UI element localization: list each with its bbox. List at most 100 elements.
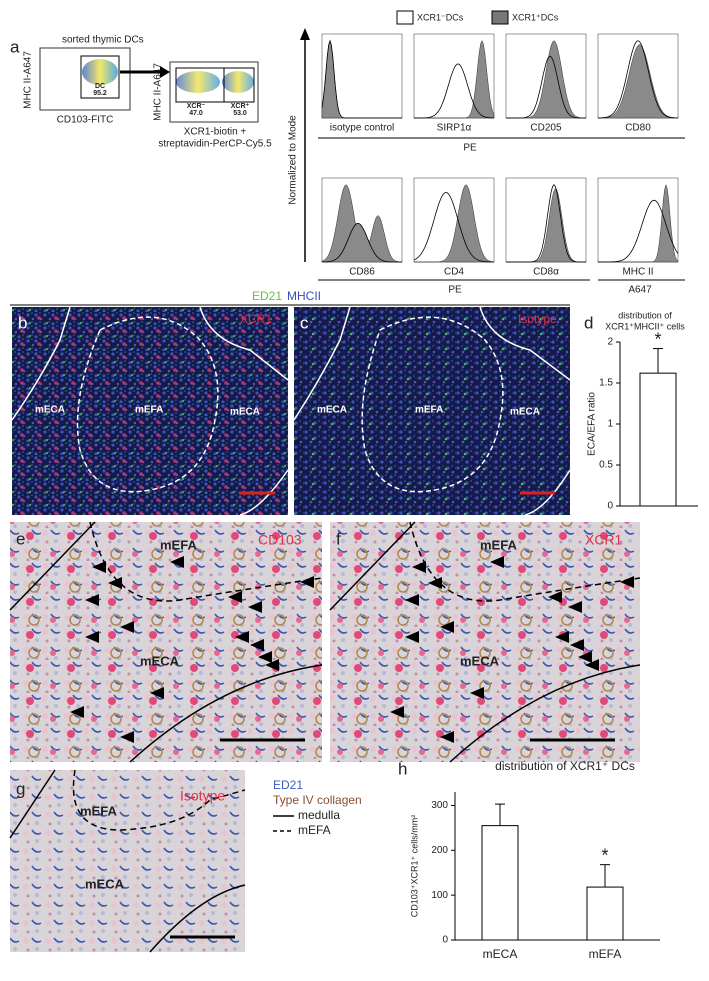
arrowhead xyxy=(570,639,584,651)
arrowhead xyxy=(585,659,599,671)
arrowhead xyxy=(108,577,122,589)
gate-value: 47.0 xyxy=(189,110,203,117)
arrowhead xyxy=(440,731,454,743)
marker-label: CD103 xyxy=(258,532,302,548)
arrowhead xyxy=(235,631,249,643)
chart-title: distribution of xyxy=(618,310,672,320)
panel-letter: d xyxy=(584,313,593,332)
region-label: mEFA xyxy=(160,537,197,552)
arrowhead xyxy=(440,621,454,633)
arrowhead xyxy=(150,687,164,699)
y-tick-label: 2 xyxy=(607,337,613,348)
region-label: mEFA xyxy=(135,405,163,416)
bar xyxy=(586,886,624,941)
micrograph xyxy=(330,522,640,762)
panel-letter: f xyxy=(336,529,341,548)
histogram-filled xyxy=(598,44,679,119)
region-label: mEFA xyxy=(415,405,443,416)
arrowhead xyxy=(92,561,106,573)
histogram-outline xyxy=(506,184,586,263)
stain-label: MHCII xyxy=(287,289,321,303)
histogram-outline xyxy=(321,39,402,119)
legend-label: Type IV collagen xyxy=(273,793,362,807)
histogram-label: CD8α xyxy=(533,267,559,278)
region-label: mECA xyxy=(510,407,540,418)
arrowhead xyxy=(548,591,562,603)
legend-label: ED21 xyxy=(273,778,303,792)
region-label: mECA xyxy=(317,405,347,416)
y-tick-label: 1 xyxy=(607,419,613,430)
gate-label: DC xyxy=(95,83,105,90)
panel-letter: g xyxy=(16,779,25,798)
y-tick-label: 0.5 xyxy=(599,460,613,471)
boundary-line xyxy=(9,521,323,763)
chart-title: distribution of XCR1⁺ DCs xyxy=(495,759,635,773)
micrograph xyxy=(12,307,288,515)
arrowhead xyxy=(300,576,314,588)
histogram-outline xyxy=(413,191,494,263)
y-tick-label: 100 xyxy=(431,890,448,901)
bar xyxy=(639,372,677,507)
histogram-label: MHC II xyxy=(622,267,653,278)
arrowhead xyxy=(428,577,442,589)
histogram-outline xyxy=(414,63,495,119)
legend-label: XCR1⁺DCs xyxy=(512,12,559,22)
region-label: mEFA xyxy=(480,537,517,552)
y-tick-label: 300 xyxy=(431,800,448,811)
boundary-line xyxy=(11,306,289,516)
axis-label: Normalized to Mode xyxy=(288,115,299,205)
flow-cloud xyxy=(176,71,220,93)
y-axis-label: CD103⁺XCR1⁺ cells/mm² xyxy=(409,815,419,918)
marker-label: XCR1 xyxy=(240,312,272,326)
histogram-label: isotype control xyxy=(330,123,394,134)
histogram-label: SIRP1α xyxy=(437,123,472,134)
arrowhead xyxy=(265,659,279,671)
panel-letter: b xyxy=(18,313,27,332)
x-tick-label: mECA xyxy=(483,947,518,961)
arrowhead xyxy=(390,706,404,718)
legend-swatch xyxy=(491,10,509,25)
region-label: mECA xyxy=(35,405,65,416)
y-tick-label: 0 xyxy=(442,935,448,946)
arrowhead xyxy=(120,621,134,633)
efa-boundary xyxy=(76,316,219,493)
region-label: mECA xyxy=(460,653,500,668)
panel-letter: e xyxy=(16,529,25,548)
micrograph xyxy=(10,522,322,762)
gate-label: XCR⁻ xyxy=(187,103,206,110)
boundary-line xyxy=(293,306,571,516)
region-label: mECA xyxy=(140,653,180,668)
gate-label: XCR⁺ xyxy=(231,103,250,110)
region-label: mECA xyxy=(230,407,260,418)
marker-label: XCR1 xyxy=(585,532,623,548)
arrowhead xyxy=(470,687,484,699)
panel-efg: e CD103 mEFA mECA f XCR1 mEFA mECA g Iso… xyxy=(9,521,641,953)
efa-boundary xyxy=(361,316,504,493)
channel-label: PE xyxy=(463,143,477,154)
channel-label: A647 xyxy=(628,285,652,296)
arrowhead xyxy=(228,591,242,603)
axis-label: XCR1-biotin + xyxy=(184,127,247,138)
arrowhead xyxy=(250,639,264,651)
arrowhead xyxy=(70,706,84,718)
panel-letter: c xyxy=(300,313,309,332)
region-label: mECA xyxy=(85,876,125,891)
gate-value: 53.0 xyxy=(233,110,247,117)
arrowhead xyxy=(405,594,419,606)
region-label: mEFA xyxy=(80,803,117,818)
channel-label: PE xyxy=(448,285,462,296)
flow-cloud xyxy=(82,59,118,85)
y-tick-label: 0 xyxy=(607,501,613,512)
gate xyxy=(80,55,120,99)
axis-label: CD103-FITC xyxy=(57,115,114,126)
arrowhead xyxy=(568,601,582,613)
histogram-label: CD86 xyxy=(349,267,375,278)
histogram-outline xyxy=(321,222,402,263)
arrowhead xyxy=(258,651,272,663)
panel-letter: a xyxy=(10,37,20,56)
panel-letter: h xyxy=(398,759,407,778)
legend-label: mEFA xyxy=(298,823,331,837)
axis-label: MHC II-A647 xyxy=(23,51,34,109)
